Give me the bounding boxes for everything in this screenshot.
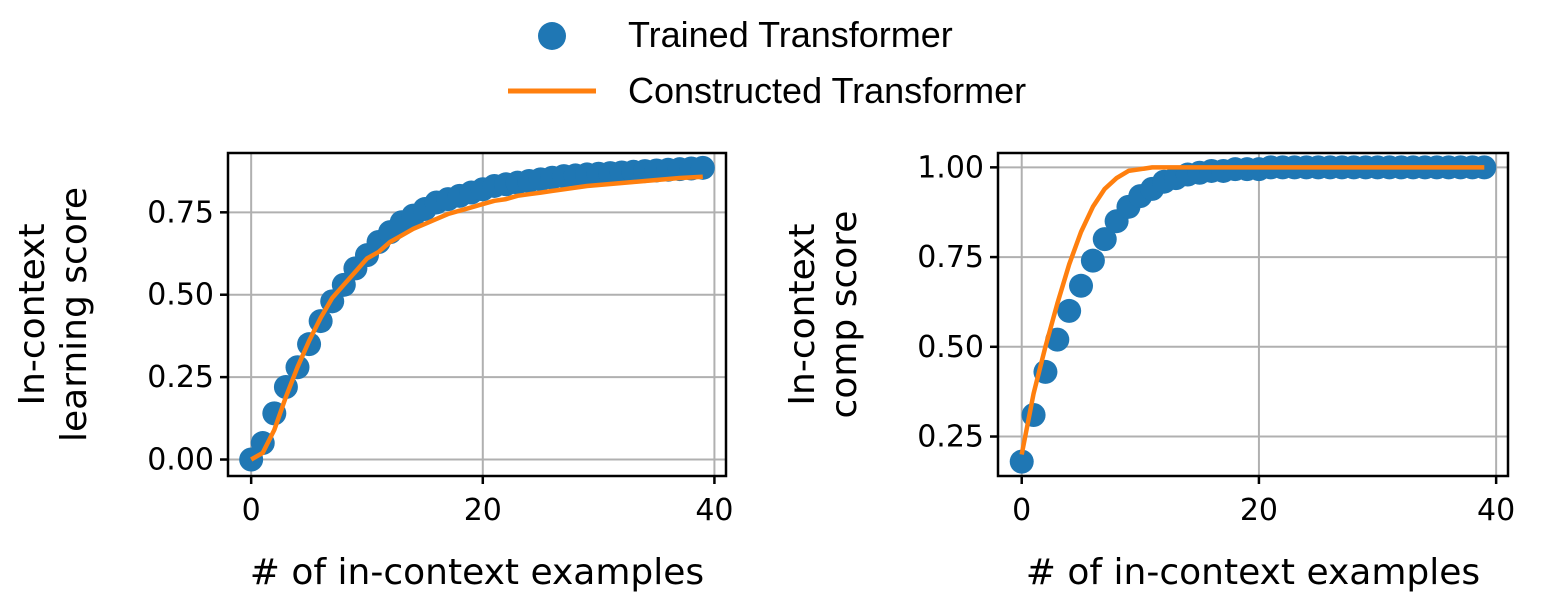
series-line-constructed (1019, 165, 1485, 455)
legend-label-constructed: Constructed Transformer (628, 70, 1026, 111)
plot-frame (996, 151, 1510, 478)
x-tick-label: 0 (242, 493, 261, 528)
y-tick-label: 0.00 (147, 443, 214, 478)
y-axis-label-line: In-context (12, 223, 53, 405)
y-tick-label: 0.75 (917, 240, 984, 275)
x-axis-label: # of in-context examples (250, 552, 704, 593)
legend: Trained Transformer Constructed Transfor… (508, 14, 1026, 111)
x-axis-label: # of in-context examples (1026, 552, 1480, 593)
y-tick-label: 0.25 (147, 360, 214, 395)
plot-frame (226, 151, 728, 478)
y-tick-label: 0.50 (147, 278, 214, 313)
data-point (1057, 298, 1082, 323)
x-tick-label: 40 (1477, 493, 1515, 528)
data-point (690, 155, 715, 180)
data-point (1092, 227, 1117, 252)
y-axis-label-line: learning score (54, 187, 95, 442)
x-tick-label: 40 (695, 493, 733, 528)
y-tick-label: 1.00 (917, 150, 984, 185)
y-tick-label: 0.75 (147, 195, 214, 230)
series-line-constructed (250, 174, 703, 462)
y-tick-label: 0.50 (917, 330, 984, 365)
y-axis-label: In-contextlearning score (12, 187, 95, 442)
y-axis-label-line: comp score (824, 211, 865, 419)
data-point (1069, 273, 1094, 298)
y-axis-label-line: In-context (782, 223, 823, 405)
panel-comp-score: 0 20 40 0.25 0.50 0.75 1.00 # of in-context exa… (782, 150, 1515, 593)
data-point (1009, 449, 1034, 474)
x-tick-label: 20 (1240, 493, 1278, 528)
y-tick-label: 0.25 (917, 420, 984, 455)
legend-marker-trained (538, 22, 566, 50)
y-axis-label: In-contextcomp score (782, 211, 865, 419)
x-tick-label: 0 (1012, 493, 1031, 528)
legend-label-trained: Trained Transformer (628, 14, 953, 55)
panel-learning-score: 0 20 40 0.00 0.25 0.50 0.75 # of in-context exa… (12, 151, 734, 593)
x-tick-label: 20 (464, 493, 502, 528)
data-point (1080, 248, 1105, 273)
data-point (1021, 402, 1046, 427)
